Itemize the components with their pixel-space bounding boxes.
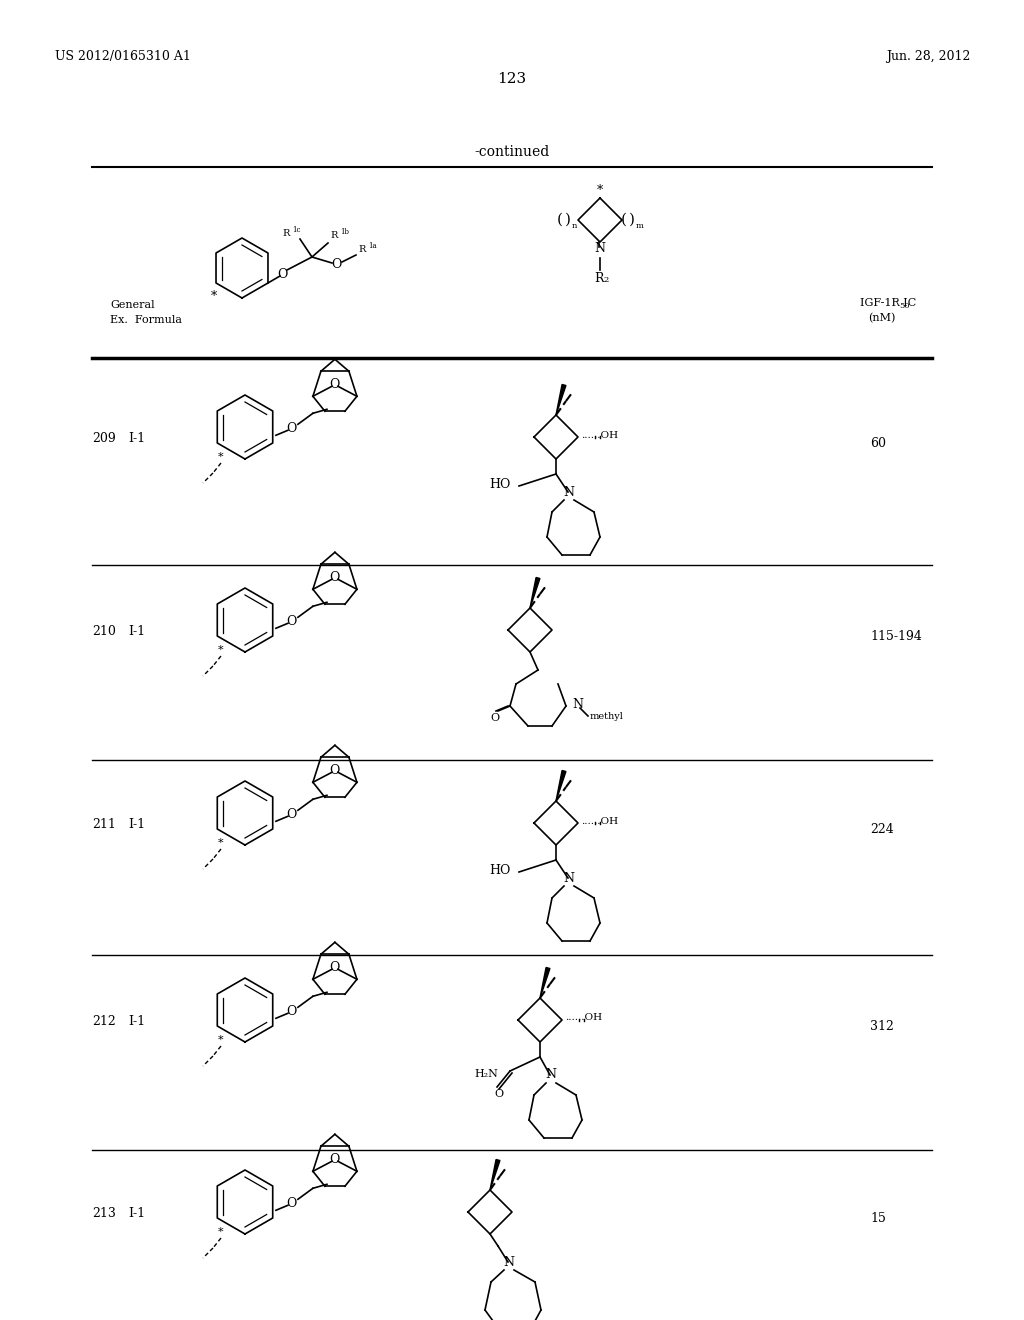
Text: 1a: 1a (368, 242, 377, 249)
Text: -continued: -continued (474, 145, 550, 158)
Text: *: * (218, 645, 224, 655)
Text: Ex.  Formula: Ex. Formula (110, 315, 182, 325)
Text: O: O (287, 422, 297, 434)
Text: 1b: 1b (340, 228, 349, 236)
Text: O: O (494, 1089, 503, 1100)
Text: H₂N: H₂N (474, 1069, 498, 1078)
Polygon shape (490, 1159, 500, 1191)
Text: I-1: I-1 (128, 624, 145, 638)
Text: ......OH: ......OH (565, 1014, 602, 1023)
Text: R: R (282, 228, 290, 238)
Text: 15: 15 (870, 1212, 886, 1225)
Text: m: m (636, 222, 644, 230)
Polygon shape (556, 384, 566, 414)
Polygon shape (556, 771, 566, 801)
Text: US 2012/0165310 A1: US 2012/0165310 A1 (55, 50, 190, 63)
Text: ......OH: ......OH (581, 817, 618, 825)
Text: HO: HO (489, 478, 510, 491)
Text: R: R (330, 231, 337, 240)
Text: 115-194: 115-194 (870, 630, 922, 643)
Text: I-1: I-1 (128, 1206, 145, 1220)
Text: O: O (287, 808, 297, 821)
Text: 211: 211 (92, 818, 116, 832)
Text: 209: 209 (92, 432, 116, 445)
Text: HO: HO (489, 863, 510, 876)
Text: O: O (287, 615, 297, 628)
Text: (: ( (621, 213, 627, 227)
Text: *: * (218, 1035, 224, 1045)
Text: N: N (572, 697, 583, 710)
Text: O: O (330, 1152, 340, 1166)
Text: ......OH: ......OH (581, 430, 618, 440)
Text: O: O (490, 713, 499, 723)
Text: N: N (563, 486, 574, 499)
Text: 312: 312 (870, 1020, 894, 1034)
Text: *: * (218, 838, 224, 847)
Text: O: O (330, 570, 340, 583)
Text: R: R (594, 272, 603, 285)
Text: methyl: methyl (590, 711, 624, 721)
Text: N: N (563, 871, 574, 884)
Text: 50: 50 (899, 302, 909, 310)
Text: 224: 224 (870, 822, 894, 836)
Text: Jun. 28, 2012: Jun. 28, 2012 (886, 50, 970, 63)
Text: O: O (276, 268, 287, 281)
Text: (: ( (557, 213, 563, 227)
Text: (nM): (nM) (868, 313, 895, 323)
Text: I-1: I-1 (128, 818, 145, 832)
Text: N: N (504, 1255, 514, 1269)
Polygon shape (530, 577, 540, 609)
Text: N: N (595, 242, 605, 255)
Text: O: O (331, 259, 341, 272)
Text: I-1: I-1 (128, 432, 145, 445)
Text: O: O (330, 764, 340, 776)
Polygon shape (540, 968, 550, 998)
Text: *: * (597, 183, 603, 197)
Text: 60: 60 (870, 437, 886, 450)
Text: O: O (287, 1197, 297, 1210)
Text: *: * (218, 1228, 224, 1237)
Text: O: O (330, 961, 340, 974)
Text: General: General (110, 300, 155, 310)
Text: n: n (572, 222, 578, 230)
Text: ): ) (565, 213, 571, 227)
Text: R: R (358, 246, 366, 253)
Text: ): ) (629, 213, 635, 227)
Text: O: O (287, 1005, 297, 1018)
Text: 212: 212 (92, 1015, 116, 1028)
Text: *: * (218, 451, 224, 462)
Text: I-1: I-1 (128, 1015, 145, 1028)
Text: *: * (211, 289, 217, 302)
Text: IGF-1R IC: IGF-1R IC (860, 298, 916, 308)
Text: 210: 210 (92, 624, 116, 638)
Text: 123: 123 (498, 73, 526, 86)
Text: 1c: 1c (292, 226, 300, 234)
Text: 2: 2 (603, 276, 608, 284)
Text: O: O (330, 378, 340, 391)
Text: N: N (546, 1068, 556, 1081)
Text: 213: 213 (92, 1206, 116, 1220)
